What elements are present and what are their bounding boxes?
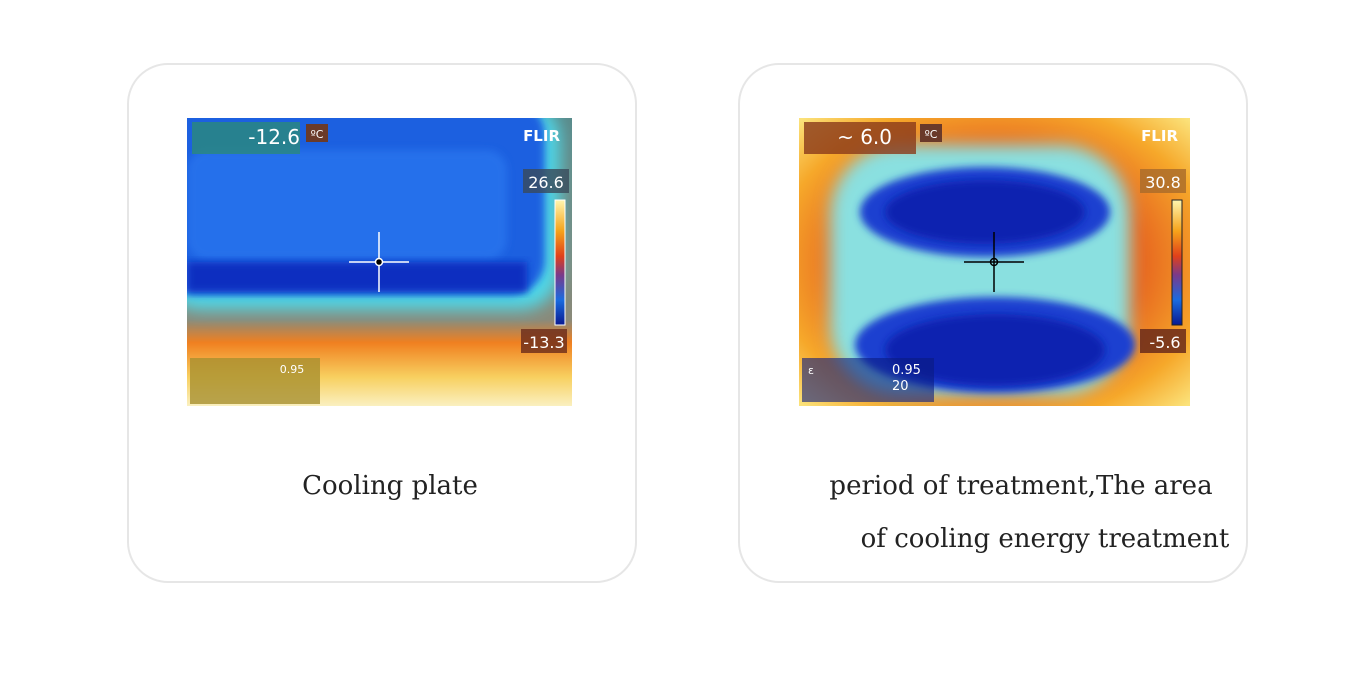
emissivity: 0.95 [280,363,305,376]
max-badge [523,169,569,193]
reflected-temp: 20 [892,379,909,394]
max-temp: 26.6 [528,173,564,192]
unit: ºC [925,128,938,141]
unit: ºC [311,128,324,141]
colorbar [1171,199,1183,326]
unit-badge [306,124,328,142]
thermal-image [187,118,572,406]
max-temp: 30.8 [1145,173,1181,192]
min-temp: -5.6 [1149,333,1180,352]
spot-temp: ~ 6.0 [837,125,892,149]
caption: period of treatment,The area [829,471,1212,501]
caption: of cooling energy treatment [861,524,1230,554]
epsilon: ε [808,364,814,377]
max-badge [1140,169,1186,193]
unit-badge [920,124,942,142]
brand: FLIR [1141,127,1178,145]
brand: FLIR [523,127,560,145]
spot-temp: -12.6 [248,125,300,149]
min-badge [521,329,567,353]
colorbar [554,199,566,326]
min-temp: -13.3 [523,333,564,352]
emissivity: 0.95 [892,363,921,378]
min-badge [1140,329,1186,353]
crosshair [349,232,409,292]
caption: Cooling plate [302,471,478,501]
crosshair [964,232,1024,292]
